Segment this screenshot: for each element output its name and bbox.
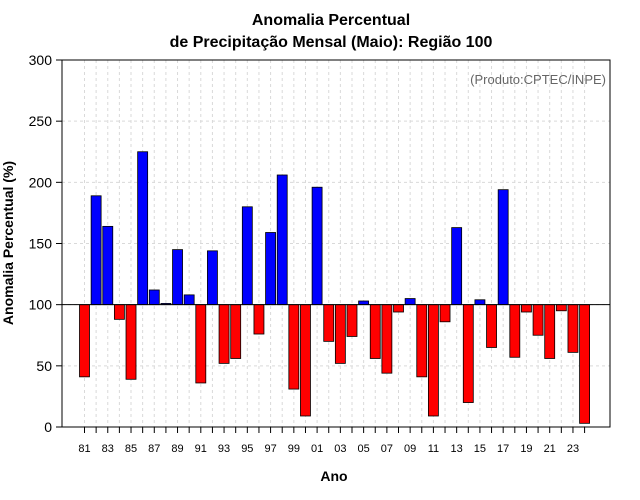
x-tick-label: 95 xyxy=(241,443,253,455)
bar-93 xyxy=(218,304,230,364)
bar-03 xyxy=(334,304,346,364)
source-annotation: (Produto:CPTEC/INPE) xyxy=(470,72,606,87)
bar-20 xyxy=(532,304,544,336)
bar-94 xyxy=(230,304,242,359)
bar-11 xyxy=(427,304,439,417)
bar-08 xyxy=(393,304,404,313)
bar-24 xyxy=(579,304,590,424)
bar-83 xyxy=(102,225,114,306)
bar-09 xyxy=(404,298,416,306)
bar-10 xyxy=(416,304,428,378)
bar-87 xyxy=(148,289,160,306)
x-tick-label: 87 xyxy=(148,443,160,455)
x-tick-label: 91 xyxy=(195,443,207,455)
bar-89 xyxy=(172,249,183,306)
bar-23 xyxy=(567,304,579,353)
y-tick-label: 300 xyxy=(29,52,53,68)
bar-82 xyxy=(90,195,102,306)
bar-95 xyxy=(241,206,253,306)
bar-02 xyxy=(323,304,335,342)
bars xyxy=(79,151,590,424)
bar-18 xyxy=(509,304,521,358)
y-tick-label: 100 xyxy=(29,297,53,313)
grid xyxy=(62,60,610,427)
x-tick-label: 01 xyxy=(311,443,323,455)
y-axis: 0 50 100 150 200 250 300 xyxy=(29,52,62,435)
bar-01 xyxy=(311,186,323,306)
x-tick-label: 13 xyxy=(451,443,463,455)
bar-13 xyxy=(451,227,463,306)
bar-21 xyxy=(544,304,556,359)
bar-15 xyxy=(474,299,486,306)
bar-07 xyxy=(381,304,393,374)
bar-99 xyxy=(288,304,300,390)
x-tick-label: 03 xyxy=(334,443,346,455)
x-tick-label: 05 xyxy=(357,443,369,455)
bar-85 xyxy=(125,304,137,380)
bar-17 xyxy=(497,189,509,306)
x-tick-label: 09 xyxy=(404,443,416,455)
bar-22 xyxy=(555,304,567,312)
x-axis-label: Ano xyxy=(320,468,347,484)
x-tick-label: 97 xyxy=(264,443,276,455)
bar-00 xyxy=(300,304,311,417)
bar-12 xyxy=(439,304,451,323)
bar-98 xyxy=(276,174,288,306)
bar-14 xyxy=(462,304,474,403)
x-tick-label: 99 xyxy=(288,443,300,455)
x-tick-label: 11 xyxy=(428,443,439,455)
x-tick-label: 89 xyxy=(171,443,183,455)
bar-91 xyxy=(195,304,207,384)
x-tick-label: 17 xyxy=(497,443,509,455)
bar-04 xyxy=(346,304,358,337)
y-tick-label: 250 xyxy=(29,113,53,129)
x-tick-label: 21 xyxy=(544,443,556,455)
x-tick-label: 85 xyxy=(125,443,137,455)
bar-84 xyxy=(113,304,125,320)
bar-96 xyxy=(253,304,265,335)
x-tick-label: 07 xyxy=(381,443,393,455)
chart-title-line1: Anomalia Percentual xyxy=(252,12,410,29)
bar-16 xyxy=(486,304,497,348)
x-tick-label: 93 xyxy=(218,443,230,455)
x-tick-label: 19 xyxy=(520,443,532,455)
chart-title-line2: de Precipitação Mensal (Maio): Região 10… xyxy=(170,34,493,51)
x-axis: 81 83 85 87 89 91 93 95 97 99 01 03 05 07 09 11 13 15 17 19… xyxy=(78,427,586,455)
x-tick-label: 81 xyxy=(78,443,90,455)
x-tick-label: 23 xyxy=(567,443,579,455)
bar-86 xyxy=(137,151,149,306)
y-tick-label: 200 xyxy=(29,174,53,190)
bar-06 xyxy=(369,304,381,359)
bar-97 xyxy=(265,232,276,306)
x-tick-label: 83 xyxy=(102,443,114,455)
y-axis-label: Anomalia Percentual (%) xyxy=(0,161,16,325)
y-tick-label: 150 xyxy=(29,236,53,252)
bar-90 xyxy=(183,294,195,306)
bar-81 xyxy=(79,304,90,378)
y-tick-label: 0 xyxy=(44,419,52,435)
bar-92 xyxy=(207,250,218,306)
x-tick-label: 15 xyxy=(474,443,486,455)
bar-19 xyxy=(521,304,532,313)
y-tick-label: 50 xyxy=(36,358,52,374)
bar-05 xyxy=(358,300,370,306)
